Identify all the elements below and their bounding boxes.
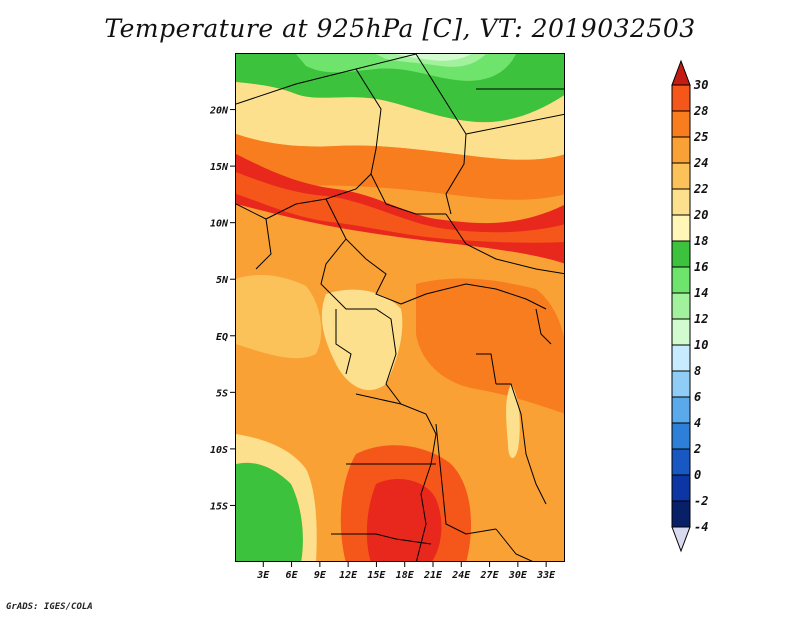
latitude-axis: 20N 15N 10N 5N EQ 5S 10S 15S <box>209 106 235 512</box>
temperature-field <box>236 54 564 561</box>
colorbar-swatch <box>671 396 691 424</box>
field-zone-lake-tanganyika <box>506 384 520 459</box>
colorbar-swatch <box>671 266 691 294</box>
lon-tick-label: 18E <box>396 570 415 581</box>
colorbar-label: 18 <box>694 234 708 248</box>
colorbar-swatch <box>671 214 691 242</box>
lon-tick-label: 12E <box>339 570 358 581</box>
field-zone-southwest-yellow <box>236 434 317 561</box>
colorbar-label: 0 <box>694 468 701 482</box>
lon-tick-label: 30E <box>508 570 528 581</box>
colorbar-label: 25 <box>693 130 708 144</box>
colorbar-bottom-arrow <box>671 526 691 553</box>
lat-tick-label: 10S <box>210 445 228 456</box>
colorbar-label: 6 <box>694 390 701 404</box>
field-zone-west-lightorange <box>236 274 322 359</box>
colorbar-swatch <box>671 500 691 528</box>
colorbar-label: 14 <box>694 286 708 300</box>
colorbar-label: 22 <box>693 182 708 196</box>
country-borders <box>236 54 564 561</box>
lat-tick-label: 15S <box>210 501 228 512</box>
colorbar-swatch <box>671 292 691 320</box>
colorbar-label: 24 <box>693 156 708 170</box>
lon-tick-label: 9E <box>314 570 327 581</box>
lat-tick-label: 15N <box>210 162 229 173</box>
lon-tick-label: 6E <box>286 570 299 581</box>
field-zone-redorange-band <box>236 172 564 243</box>
colorbar-label: 10 <box>694 338 708 352</box>
lon-tick-label: 15E <box>367 570 386 581</box>
colorbar-swatch <box>671 422 691 450</box>
lat-tick-label: 5S <box>216 388 228 399</box>
colorbar-label: 8 <box>694 364 701 378</box>
colorbar-label: -2 <box>694 494 708 508</box>
longitude-axis: 3E 6E 9E 12E 15E 18E 21E 24E 27E 30E 33E <box>256 562 556 581</box>
map-title: Temperature at 925hPa [C], VT: 201903250… <box>104 14 696 43</box>
colorbar-swatch <box>671 448 691 476</box>
colorbar-swatch <box>671 84 691 112</box>
lon-tick-label: 3E <box>256 570 270 581</box>
field-zone-southwest-green <box>236 462 303 561</box>
lon-tick-label: 21E <box>423 570 443 581</box>
colorbar-swatch <box>671 136 691 164</box>
colorbar-label: 4 <box>694 416 701 430</box>
colorbar-top-arrow <box>671 59 691 86</box>
field-zone-orange-north <box>236 134 564 200</box>
lat-tick-label: 20N <box>209 106 229 117</box>
field-zone-east-orange <box>416 278 564 414</box>
lon-tick-label: 33E <box>536 570 556 581</box>
colorbar-swatch <box>671 240 691 268</box>
colorbar-label: -4 <box>694 520 708 534</box>
colorbar-label: 20 <box>693 208 708 222</box>
colorbar-label: 2 <box>693 442 701 456</box>
colorbar-label: 30 <box>693 78 708 92</box>
colorbar-swatch <box>671 370 691 398</box>
temperature-map <box>235 53 565 562</box>
lon-tick-label: 27E <box>480 570 500 581</box>
field-zone-north-mint <box>396 54 471 61</box>
colorbar-label: 28 <box>693 104 708 118</box>
colorbar-swatch <box>671 188 691 216</box>
lat-tick-label: EQ <box>216 332 228 343</box>
colorbar-label: 12 <box>694 312 708 326</box>
field-zone-south-red <box>366 479 442 561</box>
field-zone-yellow-north <box>236 82 564 160</box>
lat-tick-label: 5N <box>216 275 229 286</box>
colorbar-swatch <box>671 318 691 346</box>
field-zone-congo-yellow <box>321 289 403 391</box>
colorbar-swatch <box>671 474 691 502</box>
lat-tick-label: 10N <box>210 219 229 230</box>
colorbar-swatch <box>671 162 691 190</box>
lon-tick-label: 24E <box>451 570 471 581</box>
colorbar-swatch <box>671 110 691 138</box>
colorbar-label: 16 <box>694 260 708 274</box>
grads-credit: GrADS: IGES/COLA <box>6 602 93 612</box>
colorbar-swatch <box>671 344 691 372</box>
